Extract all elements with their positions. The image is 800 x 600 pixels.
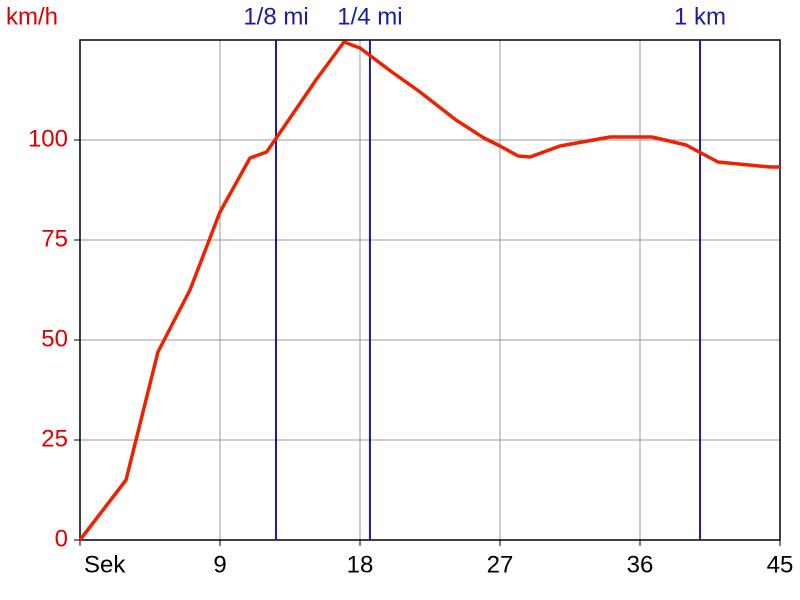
x-tick-label: 36 xyxy=(627,551,654,578)
x-tick-label: 9 xyxy=(213,551,226,578)
plot-frame xyxy=(79,39,781,541)
marker-label: 1/8 mi xyxy=(243,3,308,30)
y-tick-label: 75 xyxy=(41,225,68,252)
y-tick-label: 50 xyxy=(41,325,68,352)
marker-label: 1/4 mi xyxy=(337,3,402,30)
y-tick-label: 0 xyxy=(55,525,68,552)
speed-line xyxy=(78,40,780,542)
x-tick-label: 27 xyxy=(487,551,514,578)
marker-label: 1 km xyxy=(674,3,726,30)
y-tick-label: 25 xyxy=(41,425,68,452)
x-tick-label: 18 xyxy=(347,551,374,578)
y-axis-label: km/h xyxy=(6,3,58,30)
x-tick-label: 45 xyxy=(767,551,794,578)
y-tick-label: 100 xyxy=(28,125,68,152)
x-tick-label: Sek xyxy=(84,551,126,578)
